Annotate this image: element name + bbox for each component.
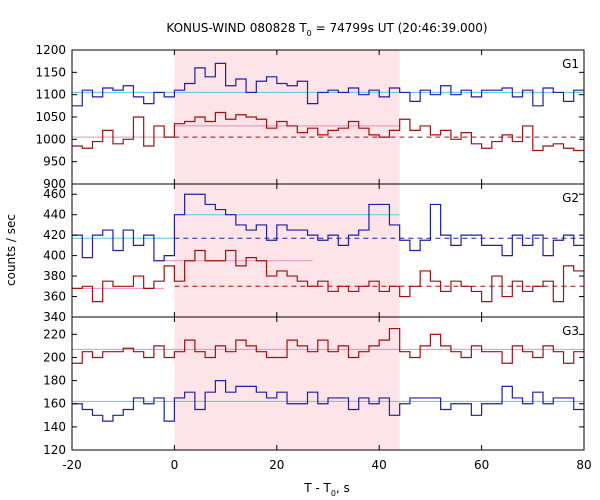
x-tick-label: 60 <box>474 458 489 472</box>
panel-g1-series-1 <box>72 111 584 152</box>
y-tick-label: 900 <box>43 177 66 191</box>
y-tick-label: 400 <box>43 249 66 263</box>
x-axis-label: T - T0, s <box>303 481 350 498</box>
chart-title: KONUS-WIND 080828 T0 = 74799s UT (20:46:… <box>166 21 487 38</box>
panel-g2-series-1 <box>72 249 584 303</box>
panel-g3-series-0 <box>72 327 584 364</box>
y-tick-label: 380 <box>43 269 66 283</box>
panel-label: G1 <box>562 57 579 71</box>
x-tick-label: 0 <box>171 458 179 472</box>
y-tick-label: 200 <box>43 350 66 364</box>
x-tick-label: 80 <box>576 458 591 472</box>
y-tick-label: 1150 <box>35 65 66 79</box>
panel-label: G3 <box>562 324 579 338</box>
y-tick-label: 950 <box>43 155 66 169</box>
y-axis-label: counts / sec <box>4 214 18 286</box>
panel-g2-series-0 <box>72 193 584 262</box>
y-tick-label: 220 <box>43 327 66 341</box>
highlight-interval <box>174 50 400 450</box>
panel-label: G2 <box>562 191 579 205</box>
y-tick-label: 440 <box>43 208 66 222</box>
panel-g3-frame <box>71 316 585 451</box>
x-tick-label: 40 <box>372 458 387 472</box>
panel-g3-series-1 <box>72 380 584 422</box>
y-tick-label: 1200 <box>35 43 66 57</box>
y-tick-label: 160 <box>43 397 66 411</box>
y-tick-label: 140 <box>43 420 66 434</box>
y-tick-label: 1000 <box>35 132 66 146</box>
y-tick-label: 180 <box>43 374 66 388</box>
y-tick-label: 420 <box>43 228 66 242</box>
y-tick-label: 460 <box>43 187 66 201</box>
y-tick-label: 120 <box>43 443 66 457</box>
y-tick-label: 1100 <box>35 88 66 102</box>
x-tick-label: -20 <box>62 458 82 472</box>
y-tick-label: 360 <box>43 290 66 304</box>
y-tick-label: 1050 <box>35 110 66 124</box>
x-tick-label: 20 <box>269 458 284 472</box>
panel-g1-series-0 <box>72 62 584 107</box>
y-tick-label: 340 <box>43 310 66 324</box>
